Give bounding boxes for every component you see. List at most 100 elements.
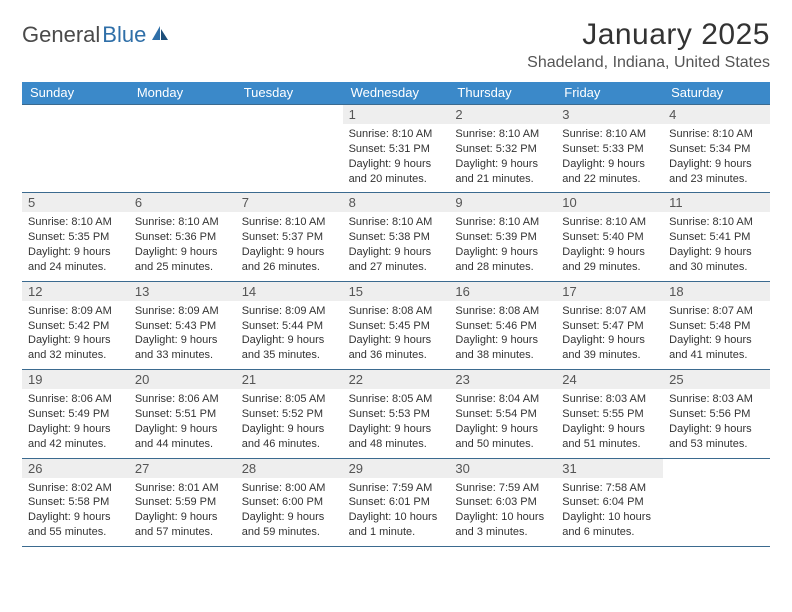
day-info-line: Daylight: 9 hours xyxy=(135,422,230,437)
day-number: 29 xyxy=(343,459,450,478)
day-info-line: and 32 minutes. xyxy=(28,348,123,363)
day-number: 26 xyxy=(22,459,129,478)
day-info: Sunrise: 8:10 AMSunset: 5:39 PMDaylight:… xyxy=(455,215,550,274)
day-cell: 23Sunrise: 8:04 AMSunset: 5:54 PMDayligh… xyxy=(449,370,556,457)
day-info-line: Sunrise: 8:07 AM xyxy=(562,304,657,319)
day-info: Sunrise: 8:10 AMSunset: 5:32 PMDaylight:… xyxy=(455,127,550,186)
day-info-line: Daylight: 9 hours xyxy=(28,245,123,260)
day-info-line: Sunrise: 8:08 AM xyxy=(455,304,550,319)
day-info-line: Sunrise: 8:09 AM xyxy=(135,304,230,319)
day-cell: 16Sunrise: 8:08 AMSunset: 5:46 PMDayligh… xyxy=(449,282,556,369)
weeks-container: 1Sunrise: 8:10 AMSunset: 5:31 PMDaylight… xyxy=(22,104,770,547)
day-info: Sunrise: 8:08 AMSunset: 5:45 PMDaylight:… xyxy=(349,304,444,363)
day-info-line: and 33 minutes. xyxy=(135,348,230,363)
day-number xyxy=(663,459,770,463)
weekday-header: Sunday xyxy=(22,82,129,104)
day-info-line: Sunset: 5:33 PM xyxy=(562,142,657,157)
day-info-line: and 48 minutes. xyxy=(349,437,444,452)
day-info-line: Daylight: 9 hours xyxy=(242,422,337,437)
day-cell: 28Sunrise: 8:00 AMSunset: 6:00 PMDayligh… xyxy=(236,459,343,546)
day-number: 20 xyxy=(129,370,236,389)
day-number: 11 xyxy=(663,193,770,212)
day-info-line: Sunset: 5:34 PM xyxy=(669,142,764,157)
day-cell: 21Sunrise: 8:05 AMSunset: 5:52 PMDayligh… xyxy=(236,370,343,457)
day-info-line: Daylight: 9 hours xyxy=(669,333,764,348)
day-info: Sunrise: 8:10 AMSunset: 5:36 PMDaylight:… xyxy=(135,215,230,274)
day-info-line: and 30 minutes. xyxy=(669,260,764,275)
day-cell: 8 Sunrise: 8:10 AMSunset: 5:38 PMDaylight… xyxy=(343,193,450,280)
day-info-line: Daylight: 9 hours xyxy=(562,333,657,348)
day-info-line: Daylight: 10 hours xyxy=(349,510,444,525)
day-info-line: Sunrise: 8:03 AM xyxy=(562,392,657,407)
day-cell: 17 Sunrise: 8:07 AMSunset: 5:47 PMDayligh… xyxy=(556,282,663,369)
day-info: Sunrise: 8:03 AMSunset: 5:56 PMDaylight:… xyxy=(669,392,764,451)
day-info-line: Sunset: 5:43 PM xyxy=(135,319,230,334)
month-title: January 2025 xyxy=(527,18,770,52)
day-number: 12 xyxy=(22,282,129,301)
day-info-line: and 3 minutes. xyxy=(455,525,550,540)
day-info-line: Daylight: 9 hours xyxy=(135,245,230,260)
day-info: Sunrise: 8:10 AMSunset: 5:37 PMDaylight:… xyxy=(242,215,337,274)
day-info-line: Sunrise: 8:10 AM xyxy=(562,127,657,142)
day-info-line: Sunset: 5:58 PM xyxy=(28,495,123,510)
title-block: January 2025 Shadeland, Indiana, United … xyxy=(527,18,770,72)
day-cell: 3Sunrise: 8:10 AMSunset: 5:33 PMDaylight… xyxy=(556,105,663,192)
day-info: Sunrise: 8:07 AMSunset: 5:47 PMDaylight:… xyxy=(562,304,657,363)
day-cell xyxy=(129,105,236,192)
day-info: Sunrise: 8:10 AMSunset: 5:31 PMDaylight:… xyxy=(349,127,444,186)
day-info-line: and 6 minutes. xyxy=(562,525,657,540)
day-info-line: Sunset: 5:59 PM xyxy=(135,495,230,510)
day-info-line: and 1 minute. xyxy=(349,525,444,540)
weekday-header-row: Sunday Monday Tuesday Wednesday Thursday… xyxy=(22,82,770,104)
day-info-line: Daylight: 9 hours xyxy=(562,245,657,260)
day-info-line: and 23 minutes. xyxy=(669,172,764,187)
day-info-line: Sunrise: 7:59 AM xyxy=(455,481,550,496)
day-info-line: and 27 minutes. xyxy=(349,260,444,275)
day-cell: 18Sunrise: 8:07 AMSunset: 5:48 PMDayligh… xyxy=(663,282,770,369)
day-info-line: Sunset: 5:52 PM xyxy=(242,407,337,422)
day-cell: 14Sunrise: 8:09 AMSunset: 5:44 PMDayligh… xyxy=(236,282,343,369)
day-number: 3 xyxy=(556,105,663,124)
day-info-line: Sunset: 5:53 PM xyxy=(349,407,444,422)
day-info-line: Sunrise: 8:10 AM xyxy=(455,127,550,142)
day-cell: 11 Sunrise: 8:10 AMSunset: 5:41 PMDayligh… xyxy=(663,193,770,280)
day-info-line: Sunset: 5:48 PM xyxy=(669,319,764,334)
day-number: 17 xyxy=(556,282,663,301)
day-info-line: Sunset: 6:01 PM xyxy=(349,495,444,510)
day-info: Sunrise: 8:10 AMSunset: 5:38 PMDaylight:… xyxy=(349,215,444,274)
day-number: 8 xyxy=(343,193,450,212)
week-row: 26Sunrise: 8:02 AMSunset: 5:58 PMDayligh… xyxy=(22,459,770,547)
day-info-line: Sunrise: 8:06 AM xyxy=(28,392,123,407)
day-info: Sunrise: 8:10 AMSunset: 5:41 PMDaylight:… xyxy=(669,215,764,274)
day-info-line: Daylight: 9 hours xyxy=(135,333,230,348)
logo: GeneralBlue xyxy=(22,18,170,48)
day-info-line: Sunset: 5:38 PM xyxy=(349,230,444,245)
day-info: Sunrise: 8:10 AMSunset: 5:40 PMDaylight:… xyxy=(562,215,657,274)
day-info-line: Sunrise: 8:07 AM xyxy=(669,304,764,319)
day-info-line: and 59 minutes. xyxy=(242,525,337,540)
day-info-line: and 41 minutes. xyxy=(669,348,764,363)
day-info-line: Sunset: 5:35 PM xyxy=(28,230,123,245)
day-info-line: Sunset: 5:51 PM xyxy=(135,407,230,422)
day-number xyxy=(236,105,343,109)
day-number: 31 xyxy=(556,459,663,478)
day-info-line: and 55 minutes. xyxy=(28,525,123,540)
day-info-line: Daylight: 9 hours xyxy=(349,333,444,348)
week-row: 12Sunrise: 8:09 AMSunset: 5:42 PMDayligh… xyxy=(22,282,770,370)
day-cell: 15Sunrise: 8:08 AMSunset: 5:45 PMDayligh… xyxy=(343,282,450,369)
day-info-line: Daylight: 10 hours xyxy=(562,510,657,525)
day-cell xyxy=(236,105,343,192)
day-number xyxy=(129,105,236,109)
day-number: 2 xyxy=(449,105,556,124)
weekday-header: Wednesday xyxy=(343,82,450,104)
day-info-line: and 42 minutes. xyxy=(28,437,123,452)
day-info: Sunrise: 7:59 AMSunset: 6:01 PMDaylight:… xyxy=(349,481,444,540)
day-number: 5 xyxy=(22,193,129,212)
day-info: Sunrise: 8:04 AMSunset: 5:54 PMDaylight:… xyxy=(455,392,550,451)
day-info-line: Sunrise: 8:10 AM xyxy=(349,215,444,230)
day-info-line: Daylight: 9 hours xyxy=(455,157,550,172)
day-info-line: and 44 minutes. xyxy=(135,437,230,452)
day-info-line: and 50 minutes. xyxy=(455,437,550,452)
weekday-header: Tuesday xyxy=(236,82,343,104)
logo-word-2: Blue xyxy=(102,22,146,48)
